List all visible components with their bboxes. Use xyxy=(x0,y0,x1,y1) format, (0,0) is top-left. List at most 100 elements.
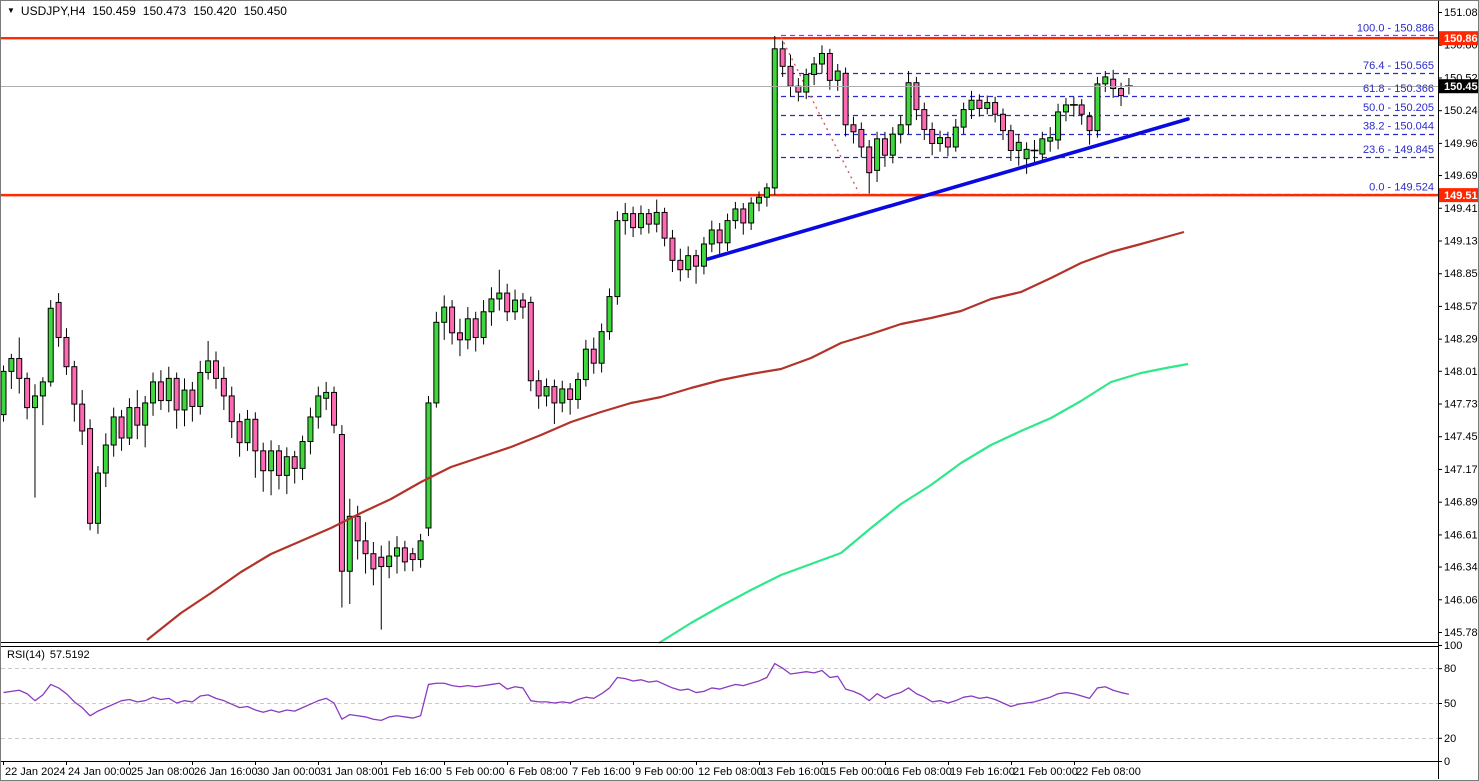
candle xyxy=(937,130,944,152)
candle xyxy=(984,95,991,115)
candle xyxy=(338,425,345,608)
candle xyxy=(1047,127,1054,152)
chart-title: ▼ USDJPY,H4 150.459 150.473 150.420 150.450 xyxy=(7,4,287,18)
candle xyxy=(173,372,180,429)
candle xyxy=(921,102,928,140)
candle xyxy=(1007,124,1014,162)
time-tick-label: 13 Feb 16:00 xyxy=(761,766,826,778)
candle xyxy=(362,522,369,574)
candle xyxy=(87,419,94,531)
candle xyxy=(818,45,825,74)
fib-level-label: 38.2 - 150.044 xyxy=(1363,121,1434,133)
candle xyxy=(346,498,353,604)
time-tick-label: 6 Feb 08:00 xyxy=(509,766,568,778)
price-tick-label: 151.085 xyxy=(1444,7,1479,19)
price-badge-150.450: 150.450 xyxy=(1439,79,1479,94)
time-axis[interactable]: 22 Jan 2024 24 Jan 00:00 25 Jan 08:00 26 Ja… xyxy=(3,761,1141,778)
candle xyxy=(150,372,157,416)
candle xyxy=(669,229,676,273)
candle xyxy=(449,300,456,345)
svg-text:150.450: 150.450 xyxy=(1444,81,1479,93)
symbol-period-label: USDJPY,H4 xyxy=(20,4,86,18)
ma-slow-red xyxy=(146,230,1185,641)
candle xyxy=(905,71,912,135)
price-tick-label: 149.130 xyxy=(1444,235,1479,247)
candle xyxy=(220,366,227,410)
candle xyxy=(370,542,377,586)
fib-diagonal-line[interactable] xyxy=(780,36,860,194)
candle xyxy=(378,545,385,630)
candle xyxy=(63,328,70,375)
price-tick-label: 148.850 xyxy=(1444,268,1479,280)
candle xyxy=(708,220,715,253)
price-tick-label: 146.615 xyxy=(1444,529,1479,541)
candle xyxy=(622,203,629,235)
candle xyxy=(110,407,117,457)
candle xyxy=(126,398,133,446)
candle xyxy=(1015,134,1022,166)
rsi-scale-label: 0 xyxy=(1444,756,1450,768)
candle xyxy=(527,296,534,392)
time-tick-label: 22 Jan 2024 xyxy=(5,766,66,778)
candle xyxy=(386,540,393,579)
candle xyxy=(543,378,550,407)
candle xyxy=(748,197,755,230)
candle xyxy=(850,116,857,144)
candle xyxy=(582,339,589,387)
candle xyxy=(535,370,542,409)
candle xyxy=(16,337,23,394)
fib-level-label: 23.6 - 149.845 xyxy=(1363,144,1434,156)
candle xyxy=(1055,103,1062,150)
candle xyxy=(181,378,188,427)
price-tick-label: 149.965 xyxy=(1444,138,1479,150)
candle xyxy=(260,442,267,492)
candle xyxy=(952,118,959,152)
candle xyxy=(1086,111,1093,145)
candle xyxy=(212,351,219,389)
price-tick-label: 149.410 xyxy=(1444,203,1479,215)
time-tick-label: 24 Jan 00:00 xyxy=(68,766,132,778)
candle xyxy=(795,78,802,102)
candle xyxy=(929,122,936,156)
candle xyxy=(425,395,432,537)
candle xyxy=(693,249,700,284)
candle xyxy=(102,433,109,488)
candle xyxy=(31,384,38,498)
candle xyxy=(779,40,786,77)
candle xyxy=(47,300,54,387)
ascending-trendline[interactable] xyxy=(706,117,1190,261)
candle xyxy=(142,395,149,448)
candle xyxy=(551,379,558,424)
candle xyxy=(661,207,668,247)
price-tick-label: 149.690 xyxy=(1444,170,1479,182)
time-tick-label: 30 Jan 00:00 xyxy=(257,766,321,778)
symbol-dropdown-icon[interactable]: ▼ xyxy=(7,6,15,15)
candle xyxy=(1069,96,1078,117)
price-tick-label: 146.895 xyxy=(1444,497,1479,509)
price-badge-149.518: 149.518 xyxy=(1439,188,1478,203)
candle xyxy=(716,222,723,257)
candle xyxy=(275,445,282,490)
candle xyxy=(464,307,471,350)
price-axis[interactable]: 151.085150.805150.525150.245149.965149.6… xyxy=(1438,7,1479,768)
price-tick-label: 147.175 xyxy=(1444,464,1479,476)
candle xyxy=(519,293,526,319)
candle xyxy=(1094,76,1101,138)
candle xyxy=(488,287,495,326)
candle xyxy=(8,353,15,389)
time-tick-label: 9 Feb 00:00 xyxy=(635,766,694,778)
candle xyxy=(756,191,763,212)
candle xyxy=(724,213,731,252)
candle xyxy=(630,206,637,237)
candle xyxy=(803,68,810,100)
price-tick-label: 146.060 xyxy=(1444,594,1479,606)
ohlc-close: 150.450 xyxy=(243,4,287,18)
price-tick-label: 146.340 xyxy=(1444,562,1479,574)
candle xyxy=(842,67,849,137)
candle xyxy=(1023,142,1030,174)
candle xyxy=(999,108,1006,140)
candle xyxy=(763,183,770,207)
candle xyxy=(866,139,873,194)
candle xyxy=(252,412,259,478)
